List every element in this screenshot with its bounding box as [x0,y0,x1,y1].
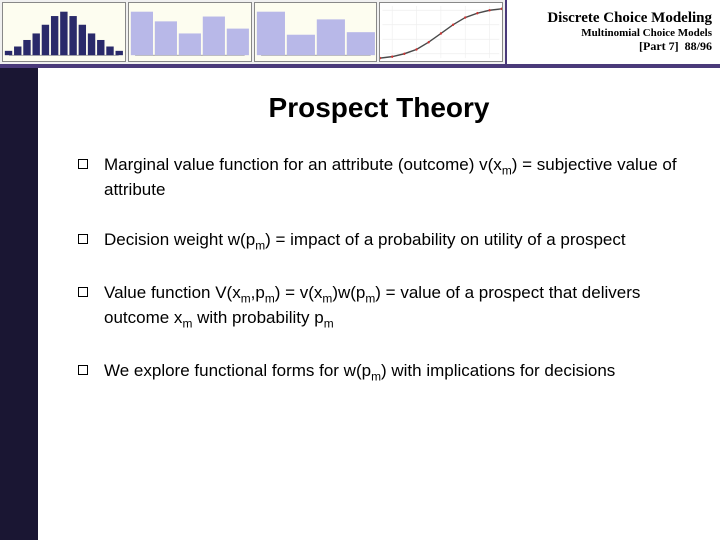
bullet-item: Decision weight w(pm) = impact of a prob… [78,229,680,254]
bullet-item: We explore functional forms for w(pm) wi… [78,360,680,385]
slide-body: Prospect Theory Marginal value function … [0,68,720,540]
slide-header: Discrete Choice Modeling Multinomial Cho… [0,0,720,68]
bullet-item: Value function V(xm,pm) = v(xm)w(pm) = v… [78,282,680,332]
page-indicator: [Part 7] 88/96 [515,39,712,54]
course-subtitle: Multinomial Choice Models [515,27,712,39]
bullet-list: Marginal value function for an attribute… [78,154,680,384]
bullet-text: Value function V(xm,pm) = v(xm)w(pm) = v… [104,282,680,332]
mini-chart-bars-a [128,2,252,62]
bullet-text: We explore functional forms for w(pm) wi… [104,360,680,385]
bullet-marker-icon [78,234,88,244]
left-accent-bar [0,68,38,540]
header-title-box: Discrete Choice Modeling Multinomial Cho… [505,0,720,64]
mini-chart-bars-b [254,2,378,62]
slide-title: Prospect Theory [78,92,680,124]
bullet-marker-icon [78,287,88,297]
bullet-text: Marginal value function for an attribute… [104,154,680,201]
bullet-marker-icon [78,159,88,169]
header-mini-charts [0,0,505,64]
mini-chart-histogram [2,2,126,62]
slide-content: Prospect Theory Marginal value function … [38,68,720,540]
bullet-text: Decision weight w(pm) = impact of a prob… [104,229,680,254]
bullet-item: Marginal value function for an attribute… [78,154,680,201]
mini-chart-curve [379,2,503,62]
bullet-marker-icon [78,365,88,375]
course-title: Discrete Choice Modeling [515,10,712,27]
